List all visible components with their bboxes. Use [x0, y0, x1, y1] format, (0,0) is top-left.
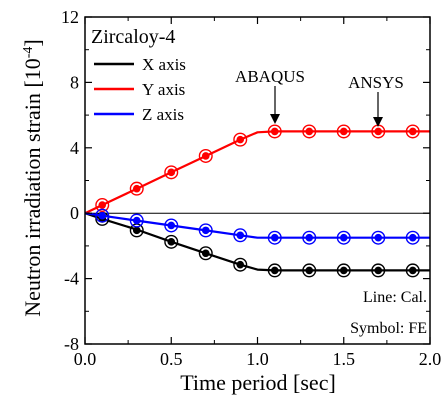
data-point [374, 233, 383, 242]
data-point [167, 221, 176, 230]
y-tick-label: 12 [61, 7, 79, 27]
legend: Zircaloy-4 X axis Y axis Z axis [91, 26, 186, 124]
y-axis-title: Neutron irradiation strain [10-4] [20, 39, 45, 316]
annotation-ansys: ANSYS [348, 73, 404, 127]
data-point-outer [405, 124, 420, 139]
plot-frame [84, 16, 431, 345]
data-point [98, 211, 107, 220]
series-line [84, 130, 430, 215]
data-point-outer [198, 223, 213, 238]
data-point-outer [405, 230, 420, 245]
data-point-outer [233, 257, 248, 272]
data-point-outer [336, 263, 351, 278]
y-tick-label: 8 [70, 72, 79, 92]
data-point [236, 231, 245, 240]
data-point [201, 152, 210, 160]
data-point-outer [164, 218, 179, 233]
data-point [408, 266, 417, 275]
data-point-outer [164, 234, 179, 249]
data-point [167, 168, 176, 177]
data-point-outer [95, 198, 110, 213]
data-point-outer [198, 148, 213, 163]
note-line-cal: Line: Cal. [363, 289, 427, 306]
legend-title: Zircaloy-4 [91, 26, 175, 48]
data-point [167, 238, 176, 246]
y-tick-label: -8 [64, 334, 79, 354]
data-point [270, 266, 279, 275]
legend-label-x: X axis [142, 55, 186, 74]
data-point [270, 127, 279, 136]
data-point-outer [405, 263, 420, 278]
data-point [201, 249, 210, 258]
data-point [408, 127, 417, 136]
legend-label-y: Y axis [142, 80, 185, 99]
series-y-axis [84, 124, 430, 215]
data-point-outer [198, 246, 213, 261]
data-point [270, 233, 279, 242]
data-point-outer [267, 263, 282, 278]
y-tick-label: 0 [70, 203, 79, 223]
data-point [339, 266, 348, 275]
x-tick-label: 1.0 [246, 349, 269, 369]
data-point [305, 266, 314, 275]
data-point-outer [267, 124, 282, 139]
x-axis-title: Time period [sec] [180, 370, 336, 395]
data-point [132, 184, 141, 193]
x-tick-label: 2.0 [419, 349, 442, 369]
data-point-outer [302, 263, 317, 278]
data-point [339, 127, 348, 136]
y-tick-label: 4 [70, 138, 79, 158]
data-point-outer [129, 181, 144, 196]
data-point-outer [95, 208, 110, 223]
annotation-ansys-arrowhead-icon [373, 117, 383, 127]
data-point-outer [129, 213, 144, 228]
data-point [132, 216, 141, 225]
x-tick-label: 1.5 [333, 349, 356, 369]
data-point-outer [267, 230, 282, 245]
y-tick-label: -4 [64, 269, 79, 289]
y-axis-title-main: Neutron irradiation strain [10 [20, 58, 45, 316]
data-point-outer [336, 124, 351, 139]
note-symbol-fe: Symbol: FE [350, 320, 427, 337]
annotation-ansys-label: ANSYS [348, 73, 404, 92]
data-point [98, 201, 107, 209]
x-tick-label: 0.0 [74, 349, 97, 369]
data-point [374, 266, 383, 275]
ticks-layer: 0.0 0.5 1.0 1.5 2.0 -8 -4 0 4 8 12 [61, 7, 441, 369]
data-point [339, 233, 348, 242]
data-point [201, 226, 210, 235]
data-point-outer [371, 263, 386, 278]
data-point [305, 233, 314, 242]
data-point-outer [302, 230, 317, 245]
data-point-outer [371, 230, 386, 245]
data-point-outer [302, 124, 317, 139]
series-x-axis [84, 211, 430, 278]
data-point-outer [233, 132, 248, 147]
data-point [374, 127, 383, 136]
annotation-abaqus: ABAQUS [235, 67, 305, 124]
data-point-outer [336, 230, 351, 245]
series-layer [84, 124, 430, 278]
data-point [236, 260, 245, 269]
y-axis-title-suffix: ] [20, 39, 45, 46]
data-point [408, 233, 417, 242]
legend-label-z: Z axis [142, 105, 184, 124]
data-point [132, 226, 141, 235]
data-point-outer [164, 165, 179, 180]
data-point [305, 127, 314, 136]
annotation-abaqus-label: ABAQUS [235, 67, 305, 86]
data-point [236, 135, 245, 144]
series-z-axis [84, 208, 430, 245]
annotation-abaqus-arrowhead-icon [270, 114, 280, 124]
data-point-outer [233, 228, 248, 243]
x-tick-label: 0.5 [160, 349, 183, 369]
y-axis-title-exponent: -4 [21, 47, 36, 59]
